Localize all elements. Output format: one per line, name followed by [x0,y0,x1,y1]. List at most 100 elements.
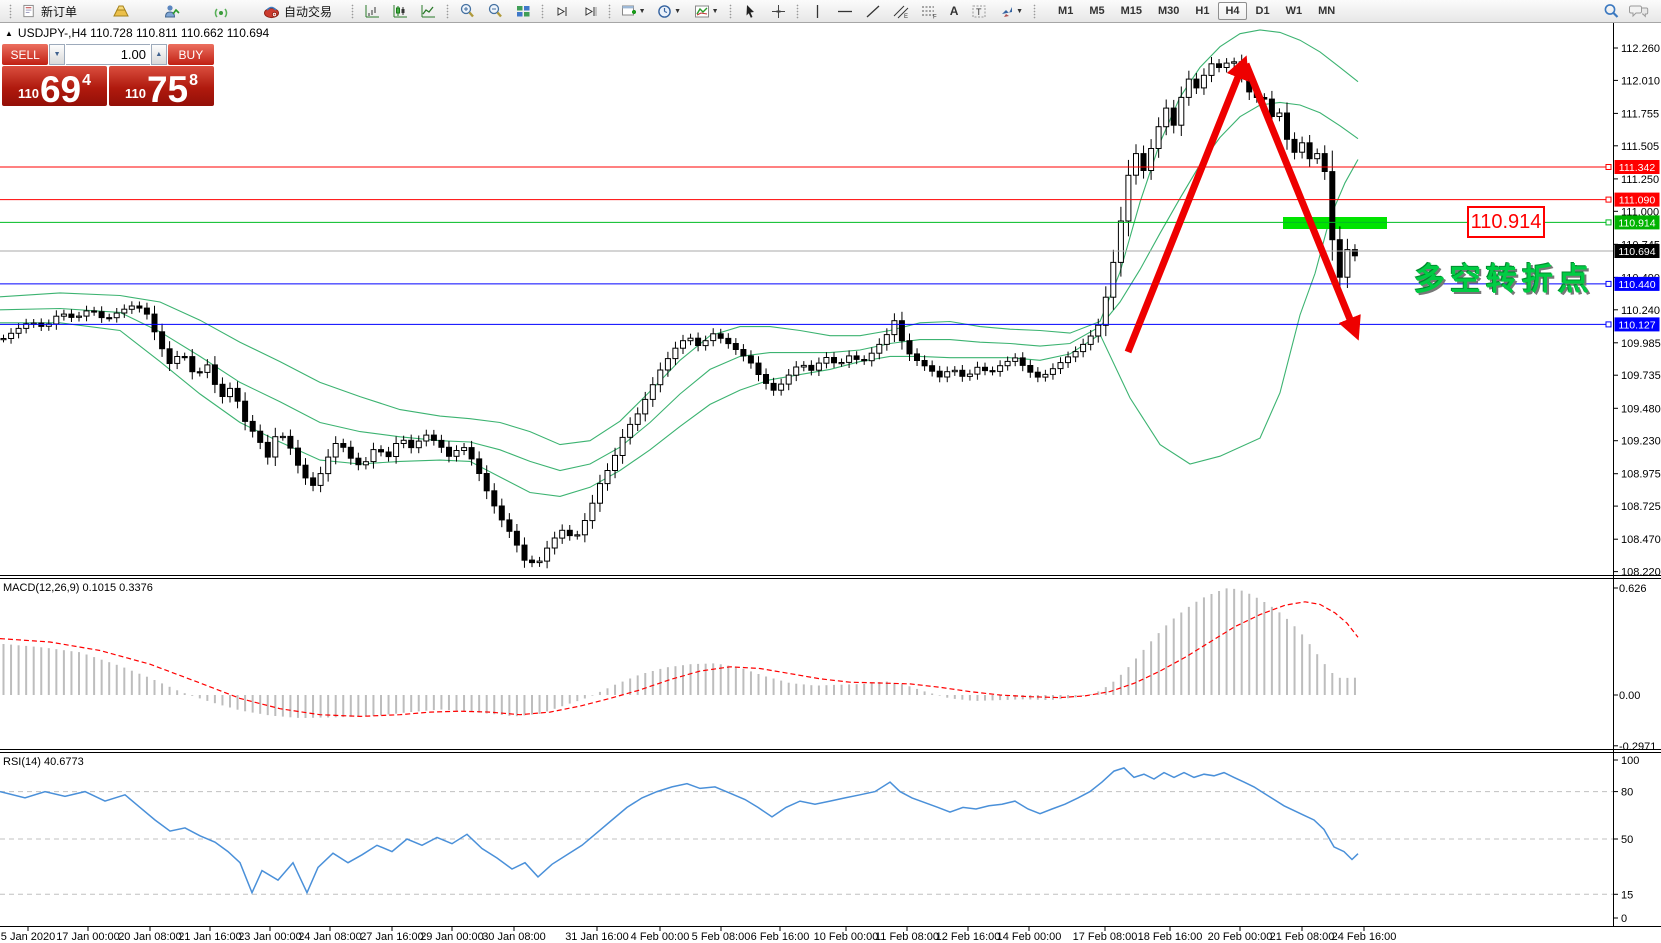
vertical-line-tool-icon[interactable] [806,2,828,21]
candle-body [0,338,7,341]
collapse-triangle-icon[interactable]: ▲ [5,28,13,38]
price-badge[interactable] [1614,215,1660,230]
candle-body [491,490,498,507]
down-trend-arrow[interactable] [1242,62,1361,341]
candle-body [815,362,822,371]
candle-body [227,387,233,398]
volume-decrease-button[interactable]: ▼ [49,44,65,65]
up-trend-arrow[interactable] [1124,55,1249,354]
time-label: 29 Jan 00:00 [420,931,484,943]
sell-button[interactable]: SELL [2,44,49,65]
buy-price-button[interactable]: 110 75 8 [109,66,214,110]
price-badge-label: 110.694 [1618,246,1655,258]
buy-pips: 75 [146,68,189,110]
community-chat-icon[interactable] [1628,2,1650,21]
text-tool-icon[interactable]: A [949,4,959,18]
candle-body [1268,98,1275,117]
price-label-box[interactable]: 110.914 [1467,206,1545,238]
candle-body [219,383,226,397]
timeframe-M1[interactable]: M1 [1058,5,1074,17]
toolbar-grip[interactable] [446,3,450,19]
sell-price-button[interactable]: 110 69 4 [2,66,107,108]
candle-body [151,313,158,333]
toolbar-grip[interactable] [796,3,800,19]
market-watch-icon[interactable] [161,2,183,21]
candle-body [974,366,981,375]
candle-body [921,360,928,367]
timeframe-MN[interactable]: MN [1318,5,1336,17]
chart-title: ▲ USDJPY-,H4 110.728 110.811 110.662 110… [5,26,269,40]
toolbar-grip[interactable] [541,3,545,19]
timeframe-D1[interactable]: D1 [1255,5,1270,17]
cursor-icon[interactable] [739,2,761,21]
gold-symbol-icon[interactable] [110,2,132,21]
candle-body [853,355,860,360]
toolbar-grip[interactable] [9,3,12,19]
timeframe-M15[interactable]: M15 [1120,5,1142,17]
volume-input[interactable] [66,44,150,65]
auto-scroll-icon[interactable] [551,2,573,21]
timeframe-W1[interactable]: W1 [1285,5,1303,17]
buy-button[interactable]: BUY [167,44,214,65]
signal-icon[interactable] [210,2,232,21]
annotation-note-text[interactable]: 多空转折点 [1414,262,1594,297]
tile-windows-icon[interactable] [512,2,534,21]
auto-trading-button[interactable]: 自动交易 [257,1,337,22]
time-label: 31 Jan 16:00 [565,931,629,943]
search-icon[interactable] [1600,2,1622,21]
price-badge-label: 111.090 [1619,195,1656,207]
periods-clock-icon[interactable]: ▼ [654,2,684,21]
candle-body [929,365,936,372]
candle-body [785,374,792,385]
candle-body [468,447,475,460]
time-label: 30 Jan 08:00 [482,931,546,943]
candle-body [68,313,75,318]
horizontal-line-tool-icon[interactable] [834,2,856,21]
price-badge[interactable] [1614,244,1660,258]
volume-increase-button[interactable]: ▲ [151,44,167,65]
bar-chart-mode-icon[interactable] [361,2,383,21]
arrow-objects-icon[interactable]: ▼ [996,2,1026,21]
new-order-button[interactable]: 新订单 [16,1,82,22]
line-chart-mode-icon[interactable] [417,2,439,21]
zoom-out-icon[interactable] [484,2,506,21]
candle-body [823,357,830,364]
timeframe-M5[interactable]: M5 [1089,5,1105,17]
crosshair-icon[interactable] [767,2,789,21]
indicators-icon[interactable]: ▼ [690,2,722,21]
zoom-in-icon[interactable] [456,2,478,21]
timeframe-H4[interactable]: H4 [1218,2,1247,20]
price-badge[interactable] [1614,160,1660,174]
trendline-tool-icon[interactable] [862,2,884,21]
candle-body [1140,153,1147,172]
price-badge[interactable] [1614,276,1660,291]
candle-body [581,520,588,536]
candle-body [597,483,603,504]
new-chart-icon[interactable]: ▼ [618,2,648,21]
candle-body [332,443,339,458]
timeframe-M30[interactable]: M30 [1158,5,1180,17]
chart-shift-icon[interactable] [579,2,601,21]
price-badge[interactable] [1614,192,1660,207]
toolbar-grip[interactable] [1033,3,1037,19]
candle-body [755,362,762,376]
time-label: 24 Jan 08:00 [298,931,362,943]
equidistant-channel-tool-icon[interactable]: E [890,2,912,21]
timeframe-H1[interactable]: H1 [1195,5,1210,17]
price-badge[interactable] [1614,317,1660,332]
candle-body [770,382,777,391]
level-anchor-square [1605,280,1612,287]
candle-body [544,547,551,562]
toolbar-grip[interactable] [729,3,733,19]
one-click-trading-panel: SELL ▼ ▲ BUY 110 69 4 110 75 8 [2,44,214,110]
text-label-tool-icon[interactable]: T [968,2,990,21]
fibonacci-tool-icon[interactable]: F [918,2,940,21]
time-label: 24 Feb 16:00 [1332,931,1397,943]
candlestick-mode-icon[interactable] [389,2,411,21]
toolbar-grip[interactable] [351,3,355,19]
toolbar-grip[interactable] [608,3,612,19]
candle-body [521,544,528,561]
macd-scale-label: -0.2971 [1619,741,1656,753]
candle-body [891,320,898,336]
